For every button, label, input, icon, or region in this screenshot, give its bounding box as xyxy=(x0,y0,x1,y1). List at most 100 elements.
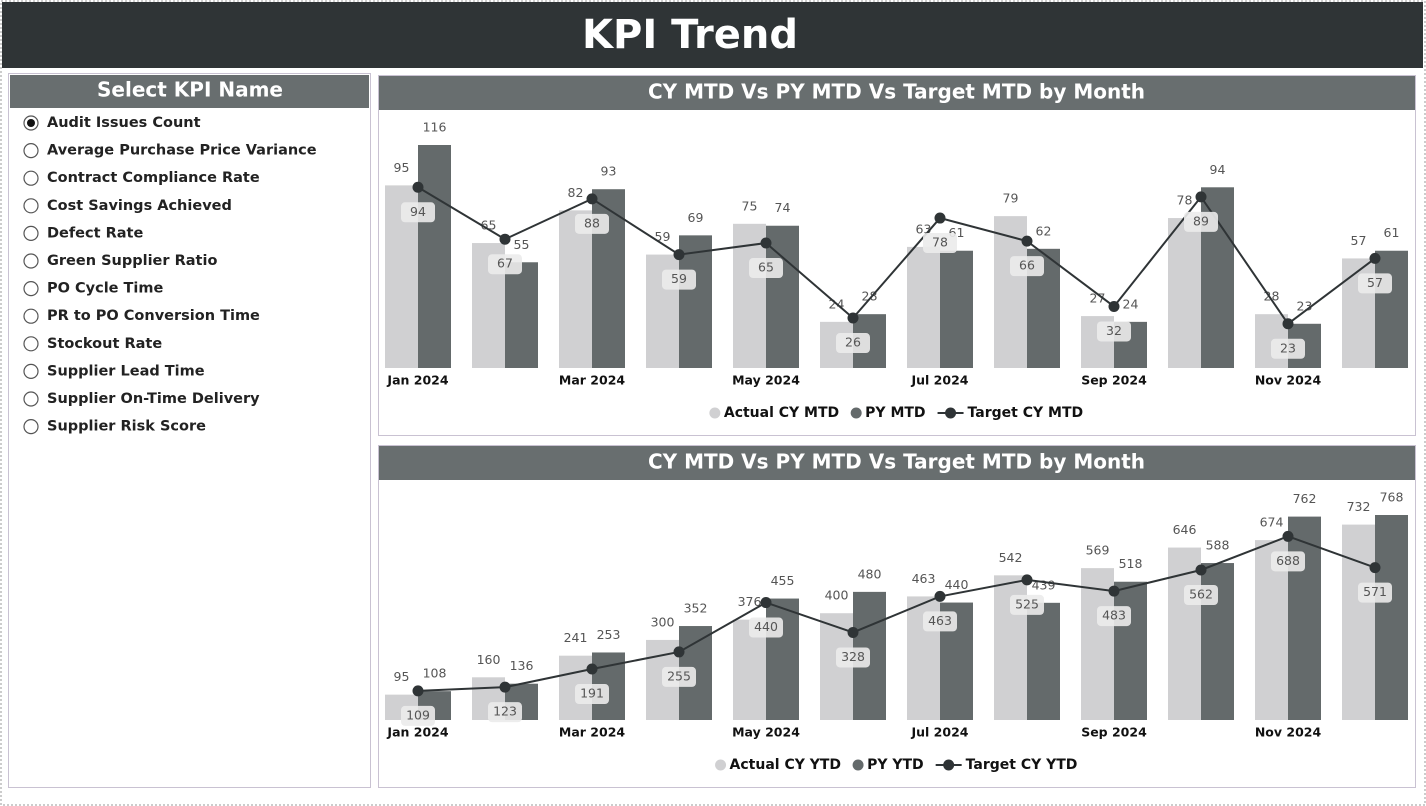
slicer-option[interactable]: Defect Rate xyxy=(47,225,143,241)
x-tick-label: Mar 2024 xyxy=(559,725,625,740)
slicer-option[interactable]: Green Supplier Ratio xyxy=(47,253,217,269)
radio-button[interactable] xyxy=(23,281,39,297)
line-point xyxy=(1108,585,1120,597)
data-label: 646 xyxy=(1173,522,1197,537)
data-label-box xyxy=(749,617,783,638)
bar xyxy=(1342,524,1375,720)
data-label-box xyxy=(749,258,783,279)
chart-header xyxy=(379,446,1415,480)
data-label-box xyxy=(836,333,870,354)
data-label-box xyxy=(923,233,957,254)
data-label-box xyxy=(575,684,609,705)
data-label-box xyxy=(1271,551,1305,572)
data-label: 82 xyxy=(568,185,584,200)
slicer-option[interactable]: PR to PO Conversion Time xyxy=(47,308,260,324)
line-point xyxy=(586,663,598,675)
chart-panel xyxy=(378,75,1416,436)
x-tick-label: Mar 2024 xyxy=(559,373,625,388)
data-label-box xyxy=(1184,584,1218,605)
data-label: 480 xyxy=(858,566,882,581)
data-label: 191 xyxy=(580,686,604,701)
legend-marker xyxy=(852,759,864,771)
bar xyxy=(1114,581,1147,720)
slicer-option[interactable]: PO Cycle Time xyxy=(47,281,164,297)
radio-button[interactable] xyxy=(23,225,39,241)
x-tick-label: Sep 2024 xyxy=(1081,725,1147,740)
radio-button[interactable] xyxy=(23,253,39,269)
line-point xyxy=(412,181,424,193)
line-point xyxy=(1369,562,1381,574)
radio-button[interactable] xyxy=(23,419,39,435)
bar xyxy=(559,210,592,368)
line-point xyxy=(673,249,685,261)
bar xyxy=(994,216,1027,368)
bar xyxy=(907,246,940,368)
data-label: 94 xyxy=(410,204,426,219)
data-label: 253 xyxy=(597,627,621,642)
x-tick-label: Jan 2024 xyxy=(386,725,448,740)
data-label: 518 xyxy=(1119,556,1143,571)
bar xyxy=(733,223,766,368)
data-label: 108 xyxy=(423,666,447,681)
header-bar xyxy=(2,2,1423,68)
line-point xyxy=(1282,530,1294,542)
data-label: 136 xyxy=(510,658,534,673)
line-point xyxy=(673,646,685,658)
radio-button[interactable] xyxy=(23,391,39,407)
slicer-option[interactable]: Contract Compliance Rate xyxy=(47,170,260,186)
slicer-option[interactable]: Average Purchase Price Variance xyxy=(47,143,317,159)
data-label: 89 xyxy=(1193,213,1209,228)
data-label-box xyxy=(1358,582,1392,603)
data-label: 123 xyxy=(493,704,517,719)
data-label: 95 xyxy=(394,669,410,684)
data-label-box xyxy=(1358,273,1392,294)
data-label: 23 xyxy=(1280,340,1296,355)
line-point xyxy=(1021,235,1033,247)
data-label: 768 xyxy=(1380,490,1404,505)
data-label: 300 xyxy=(651,614,675,629)
data-label-box xyxy=(401,705,435,726)
legend-label: PY MTD xyxy=(865,405,925,421)
data-label: 400 xyxy=(825,588,849,603)
legend-marker xyxy=(945,407,957,419)
bar xyxy=(418,145,451,368)
bar xyxy=(1027,602,1060,720)
data-label: 59 xyxy=(655,229,671,244)
legend-label: Target CY YTD xyxy=(966,757,1078,773)
radio-button[interactable] xyxy=(23,198,39,214)
data-label: 525 xyxy=(1015,596,1039,611)
radio-button[interactable] xyxy=(23,363,39,379)
chart-title: CY MTD Vs PY MTD Vs Target MTD by Month xyxy=(648,80,1145,104)
data-label: 569 xyxy=(1086,543,1110,558)
data-label: 24 xyxy=(1123,296,1139,311)
data-label: 74 xyxy=(775,200,791,215)
data-label-box xyxy=(836,647,870,668)
slicer-header xyxy=(10,75,369,108)
line-point xyxy=(847,626,859,638)
radio-button[interactable] xyxy=(23,170,39,186)
data-label-box xyxy=(662,269,696,290)
data-label: 542 xyxy=(999,550,1023,565)
radio-button[interactable] xyxy=(23,336,39,352)
data-label: 439 xyxy=(1032,577,1056,592)
radio-button[interactable] xyxy=(23,308,39,324)
slicer-option[interactable]: Stockout Rate xyxy=(47,336,162,352)
slicer-option[interactable]: Supplier Risk Score xyxy=(47,419,206,435)
bar xyxy=(766,598,799,720)
data-label: 78 xyxy=(932,235,948,250)
line-point xyxy=(934,590,946,602)
bar xyxy=(505,262,538,368)
data-label: 61 xyxy=(1384,225,1400,240)
radio-dot[interactable] xyxy=(27,119,35,127)
radio-button[interactable] xyxy=(23,143,39,159)
slicer-option[interactable]: Supplier Lead Time xyxy=(47,363,205,379)
data-label: 160 xyxy=(477,652,501,667)
legend-marker xyxy=(943,759,955,771)
data-label: 88 xyxy=(584,215,600,230)
slicer-option[interactable]: Audit Issues Count xyxy=(47,115,201,131)
slicer-option[interactable]: Supplier On-Time Delivery xyxy=(47,391,260,407)
line-point xyxy=(499,681,511,693)
data-label: 55 xyxy=(514,237,530,252)
slicer-option[interactable]: Cost Savings Achieved xyxy=(47,198,232,214)
bar xyxy=(940,250,973,368)
